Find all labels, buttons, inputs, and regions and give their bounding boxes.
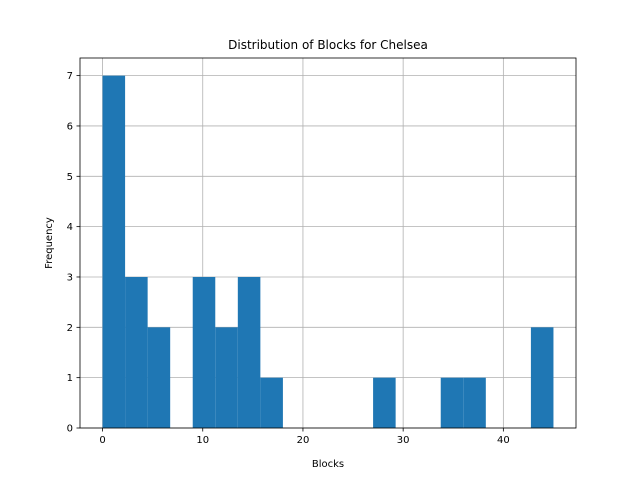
y-tick-label: 6 xyxy=(67,121,73,132)
bars xyxy=(102,75,554,428)
ticks: 0 10 20 30 40 0 1 2 3 4 5 6 7 xyxy=(67,71,510,446)
plot-frame xyxy=(79,57,577,429)
histogram-bar xyxy=(102,75,126,428)
x-tick-label: 0 xyxy=(99,435,105,446)
y-tick-label: 2 xyxy=(67,323,73,334)
x-axis-label: Blocks xyxy=(312,459,344,470)
y-tick-label: 5 xyxy=(67,172,73,183)
histogram-bar xyxy=(440,377,464,428)
y-tick-label: 3 xyxy=(67,272,73,283)
y-tick-label: 0 xyxy=(67,424,73,435)
x-tick-label: 20 xyxy=(297,435,310,446)
y-tick-label: 7 xyxy=(67,71,73,82)
x-tick-label: 30 xyxy=(397,435,410,446)
histogram-bar xyxy=(125,276,148,428)
y-tick-label: 4 xyxy=(67,222,73,233)
histogram-bar xyxy=(237,276,261,428)
histogram-bar xyxy=(530,327,554,428)
histogram-bar xyxy=(373,377,396,428)
histogram-bar xyxy=(463,377,486,428)
chart-title: Distribution of Blocks for Chelsea xyxy=(228,38,428,52)
y-tick-label: 1 xyxy=(67,373,73,384)
x-tick-label: 40 xyxy=(497,435,510,446)
y-axis-label: Frequency xyxy=(44,217,55,269)
histogram-bar xyxy=(215,327,238,428)
histogram-bar xyxy=(192,276,216,428)
histogram-bar xyxy=(260,377,283,428)
histogram-bar xyxy=(147,327,171,428)
x-tick-label: 10 xyxy=(196,435,209,446)
